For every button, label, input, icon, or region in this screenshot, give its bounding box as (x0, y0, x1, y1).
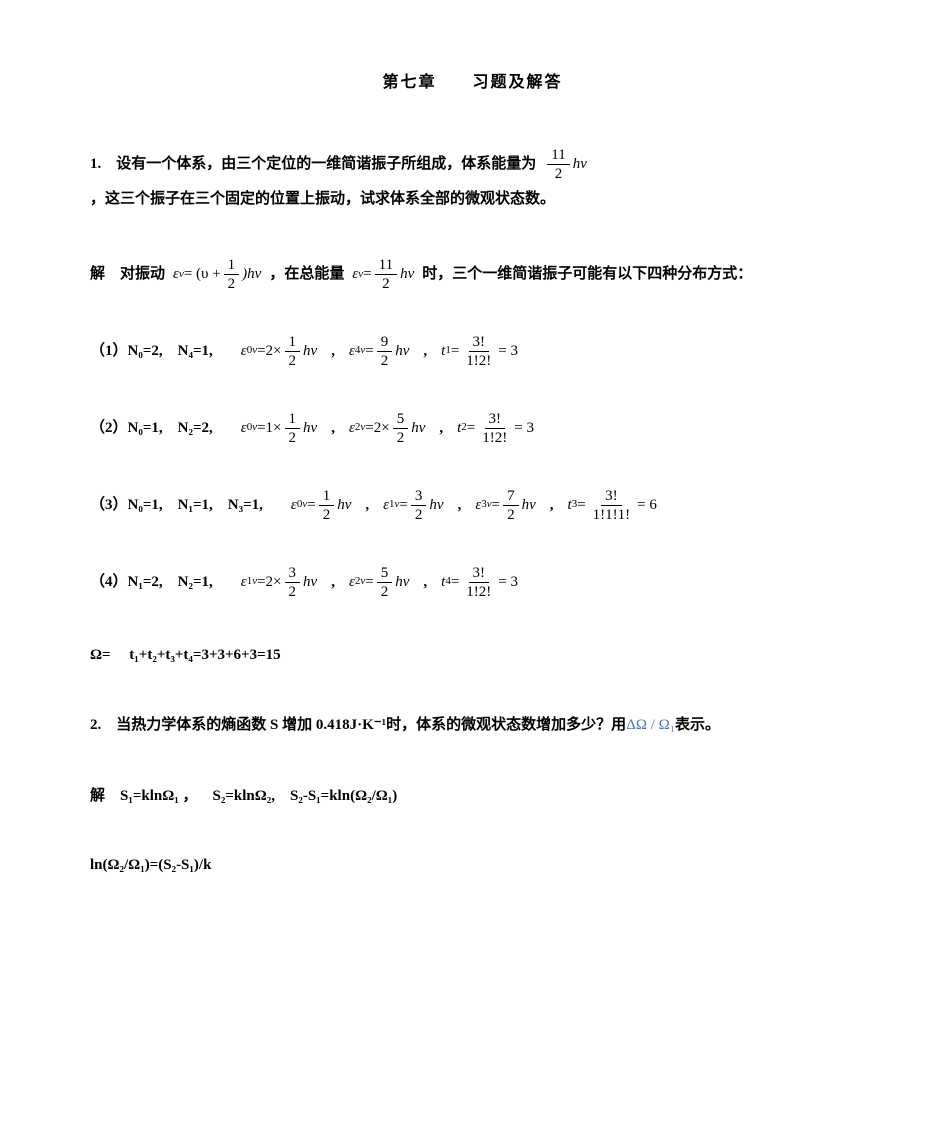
q2-prefix: 2. 当热力学体系的熵函数 S 增加 0.418J·K⁻¹时，体系的微观状态数增… (90, 709, 626, 742)
c1-t: t1 = 3!1!2! = 3 (441, 333, 518, 370)
c4-label: （4）N₁=2, N₂=1, (90, 570, 213, 594)
q2-expr: ΔΩ / Ω₁ (626, 709, 675, 742)
eq2-num: 11 (375, 256, 397, 275)
eq1-tail: )hν (242, 258, 261, 291)
c4-e1: ε1ν = 2× 32 hν (241, 564, 317, 601)
c2-t: t2 = 3!1!2! = 3 (457, 410, 534, 447)
q1-frac-den: 2 (551, 165, 567, 183)
c3-e3: ε3ν = 72 hν (475, 487, 535, 524)
case-1: （1）N₀=2, N₄=1, ε0ν = 2× 12 hν , ε4ν = 92… (90, 333, 855, 370)
question-1: 1. 设有一个体系，由三个定位的一维简谐振子所组成，体系能量为 11 2 hν … (90, 146, 855, 216)
c1-sep2: , (423, 339, 427, 363)
sol-suffix: 时，三个一维简谐振子可能有以下四种分布方式： (422, 258, 752, 291)
c3-e1: ε1ν = 32 hν (383, 487, 443, 524)
eq1-num: 1 (224, 256, 240, 275)
c2-label: （2）N₀=1, N₂=2, (90, 416, 213, 440)
eq2-tail: hν (400, 258, 414, 291)
c3-t: t3 = 3!1!1!1! = 6 (568, 487, 657, 524)
q2-suffix: 表示。 (675, 709, 720, 742)
sol2-line1: 解 S₁=klnΩ₁ ， S₂=klnΩ₂, S₂-S₁=kln(Ω₂/Ω₁) (90, 782, 855, 811)
q1-hv: hν (573, 148, 587, 181)
c1-e0: ε0ν = 2× 12 hν (241, 333, 317, 370)
c4-e2: ε2ν = 52 hν (349, 564, 409, 601)
solution-intro: 解 对振动 εν = (υ + 1 2 )hν ，在总能量 εν = 11 2 … (90, 256, 855, 293)
case-3: （3）N₀=1, N₁=1, N₃=1, ε0ν = 12 hν , ε1ν =… (90, 487, 855, 524)
case-2: （2）N₀=1, N₂=2, ε0ν = 1× 12 hν , ε2ν = 2×… (90, 410, 855, 447)
q1-suffix: ，这三个振子在三个固定的位置上振动，试求体系全部的微观状态数。 (90, 183, 555, 216)
sol-eq1: εν = (υ + 1 2 )hν (173, 256, 261, 293)
c3-e0: ε0ν = 12 hν (291, 487, 351, 524)
c1-sep1: , (331, 339, 335, 363)
omega-sum: Ω= t₁+t₂+t₃+t₄=3+3+6+3=15 (90, 641, 855, 670)
c2-e2: ε2ν = 2× 52 hν (349, 410, 425, 447)
q1-energy-formula: 11 2 hν (544, 146, 587, 183)
eq1-mid: = (υ + (184, 258, 221, 291)
sol-prefix: 解 对振动 (90, 258, 165, 291)
q1-frac-num: 11 (547, 146, 569, 165)
c1-label: （1）N₀=2, N₄=1, (90, 339, 213, 363)
q1-prefix: 1. 设有一个体系，由三个定位的一维简谐振子所组成，体系能量为 (90, 148, 536, 181)
c2-e0: ε0ν = 1× 12 hν (241, 410, 317, 447)
question-2: 2. 当热力学体系的熵函数 S 增加 0.418J·K⁻¹时，体系的微观状态数增… (90, 709, 855, 742)
page-title: 第七章 习题及解答 (90, 70, 855, 96)
sol-eq2: εν = 11 2 hν (352, 256, 414, 293)
eq1-den: 2 (224, 275, 240, 293)
eq2-den: 2 (378, 275, 394, 293)
eq2-eq: = (363, 258, 371, 291)
c4-t: t4 = 3!1!2! = 3 (441, 564, 518, 601)
sol2-line2: ln(Ω₂/Ω₁)=(S₂-S₁)/k (90, 851, 855, 880)
c3-label: （3）N₀=1, N₁=1, N₃=1, (90, 493, 263, 517)
sol-mid: ，在总能量 (269, 258, 344, 291)
c1-e4: ε4ν = 92 hν (349, 333, 409, 370)
case-4: （4）N₁=2, N₂=1, ε1ν = 2× 32 hν , ε2ν = 52… (90, 564, 855, 601)
